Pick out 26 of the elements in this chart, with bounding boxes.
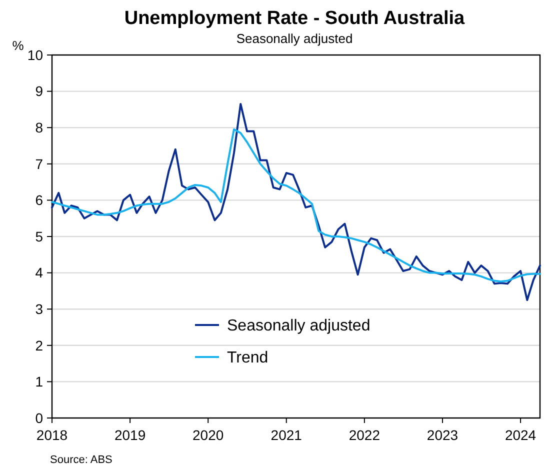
y-tick-label: 5 [35, 228, 44, 244]
line-series [51, 128, 541, 283]
y-tick-label: 2 [35, 337, 44, 354]
y-tick-label: 1 [35, 374, 44, 390]
x-tick-label: 2023 [426, 427, 458, 443]
chart-title: Unemployment Rate - South Australia [124, 8, 466, 29]
x-tick-label: 2024 [504, 427, 536, 443]
y-axis-title: % [12, 38, 24, 53]
x-tick-label: 2018 [36, 427, 68, 443]
y-tick-label: 8 [35, 120, 44, 136]
y-tick-label: 6 [35, 192, 44, 208]
y-tick-label: 7 [35, 156, 44, 172]
x-tick-label: 2021 [270, 427, 302, 443]
line-series [51, 103, 541, 302]
x-tick-label: 2022 [348, 427, 380, 443]
y-tick-label: 4 [35, 264, 44, 281]
x-tick-label: 2019 [114, 427, 146, 443]
chart-subtitle: Seasonally adjusted [236, 31, 353, 46]
y-tick-label: 0 [35, 410, 44, 426]
y-tick-label: 9 [35, 83, 44, 100]
source-note: Source: ABS [50, 454, 112, 466]
legend-label: Trend [227, 350, 268, 367]
y-tick-label: 3 [35, 301, 44, 317]
y-tick-label: 10 [27, 46, 44, 63]
legend-label: Seasonally adjusted [227, 318, 370, 335]
x-tick-label: 2020 [192, 427, 224, 443]
